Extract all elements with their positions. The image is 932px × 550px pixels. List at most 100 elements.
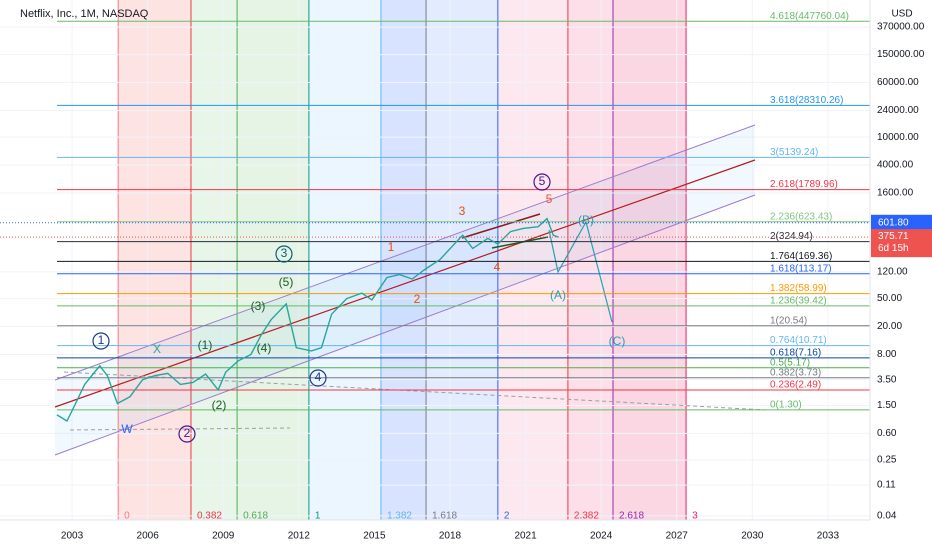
currency: USD: [891, 9, 912, 20]
dashed-trend: [63, 371, 767, 411]
fib-level-label: 1.382(58.99): [770, 283, 827, 294]
channel-mid: [54, 159, 756, 408]
y-tick-label: 20.00: [877, 321, 902, 332]
fib-level-label: 2(324.94): [770, 231, 813, 242]
price-line: [56, 217, 559, 422]
time-fib-label: 1: [315, 511, 321, 522]
fib-level-label: 1(20.54): [770, 315, 807, 326]
time-fib-band: [190, 0, 238, 520]
time-fib-band: [613, 0, 687, 520]
wave-label: 1: [98, 333, 105, 347]
time-fib-label: 2: [504, 511, 510, 522]
time-fib-band: [118, 0, 191, 520]
time-fib-label: 2.382: [574, 511, 599, 522]
time-fib-label: 1.618: [432, 511, 457, 522]
fib-level-label: 3.618(28310.26): [770, 95, 843, 106]
x-tick-label: 2015: [363, 531, 386, 542]
wave-circle: [533, 173, 551, 191]
channel-upper: [54, 124, 756, 381]
wave-circle: [275, 245, 293, 263]
wave-label: (3): [251, 299, 266, 313]
time-fib-band: [308, 0, 381, 520]
wave-label: (4): [257, 341, 272, 355]
arrow: [461, 213, 541, 239]
wave-label: 5: [539, 174, 546, 188]
current-price-label: 375.71: [878, 231, 909, 242]
wave-label: W: [121, 422, 133, 436]
fib-level-label: 4.618(447760.04): [770, 11, 849, 22]
wave-label: X: [153, 342, 161, 356]
wave-circle: [92, 332, 110, 350]
y-tick-label: 0.25: [877, 455, 897, 466]
x-tick-label: 2024: [590, 531, 613, 542]
y-tick-label: 50.00: [877, 293, 902, 304]
wave-label: (A): [550, 288, 566, 302]
x-tick-label: 2027: [666, 531, 689, 542]
dashed-trend: [69, 427, 291, 431]
x-tick-label: 2030: [741, 531, 764, 542]
fib-level-label: 0(1.30): [770, 399, 802, 410]
wave-label: 5: [546, 192, 553, 206]
y-tick-label: 3.50: [877, 374, 897, 385]
wave-circle: [309, 369, 327, 387]
wave-label: (5): [279, 275, 294, 289]
fib-level-label: 0.618(7.16): [770, 347, 821, 358]
arrow: [491, 236, 549, 249]
chart-title: Netflix, Inc., 1M, NASDAQ: [20, 8, 149, 20]
fib-level-label: 1.764(169.36): [770, 251, 832, 262]
fib-level-label: 0.382(3.73): [770, 367, 821, 378]
time-fib-band: [237, 0, 309, 520]
y-tick-label: 1600.00: [877, 188, 914, 199]
countdown: 6d 15h: [878, 243, 909, 254]
y-tick-label: 0.04: [877, 511, 897, 522]
time-fib-label: 2.618: [619, 511, 644, 522]
fib-level-label: 3(5139.24): [770, 147, 818, 158]
x-tick-label: 2021: [514, 531, 537, 542]
y-tick-label: 0.60: [877, 428, 897, 439]
time-axis: [0, 520, 870, 550]
wave-label: 2: [414, 292, 421, 306]
wave-label: (2): [212, 398, 227, 412]
last-price-label: 601.80: [878, 217, 909, 228]
y-tick-label: 60000.00: [877, 77, 919, 88]
wave-label: 2: [184, 426, 191, 440]
y-tick-label: 4000.00: [877, 160, 914, 171]
wave-label: (C): [609, 334, 626, 348]
projection: [548, 220, 613, 323]
fib-level-label: 2.618(1789.96): [770, 179, 838, 190]
x-tick-label: 2018: [439, 531, 462, 542]
x-tick-label: 2006: [137, 531, 160, 542]
wave-label: (1): [198, 338, 213, 352]
wave-label: (B): [578, 213, 594, 227]
y-tick-label: 370000.00: [877, 22, 925, 33]
wave-label: 3: [459, 204, 466, 218]
y-tick-label: 1.50: [877, 400, 897, 411]
last-price-tag: [871, 214, 932, 231]
wave-circle: [178, 425, 196, 443]
time-fib-label: 0.382: [197, 511, 222, 522]
y-tick-label: 0.11: [877, 480, 896, 491]
y-tick-label: 120.00: [877, 267, 908, 278]
fib-level-label: 1.618(113.17): [770, 263, 832, 274]
time-fib-label: 0: [124, 511, 130, 522]
fib-level-label: 1.236(39.42): [770, 295, 827, 306]
fib-level-label: 0.5(5.17): [770, 357, 810, 368]
time-fib-label: 1.382: [387, 511, 412, 522]
x-tick-label: 2003: [61, 531, 84, 542]
x-tick-label: 2009: [212, 531, 235, 542]
wave-label: 4: [315, 370, 322, 384]
y-tick-label: 10000.00: [877, 132, 919, 143]
channel-fill: [55, 125, 755, 455]
wave-label: 1: [388, 240, 395, 254]
y-tick-label: 24000.00: [877, 105, 919, 116]
x-tick-label: 2012: [288, 531, 311, 542]
x-tick-label: 2033: [817, 531, 840, 542]
channel-lower: [54, 194, 756, 456]
drawings: 4.618(447760.04) 3.618(28310.26) 3(5139.24…: [54, 11, 870, 456]
wave-label: 3: [281, 246, 288, 260]
fib-level-label: 0.236(2.49): [770, 380, 821, 391]
current-price-tag: [871, 229, 932, 258]
time-fib-label: 3: [692, 511, 698, 522]
y-tick-label: 8.00: [877, 349, 897, 360]
